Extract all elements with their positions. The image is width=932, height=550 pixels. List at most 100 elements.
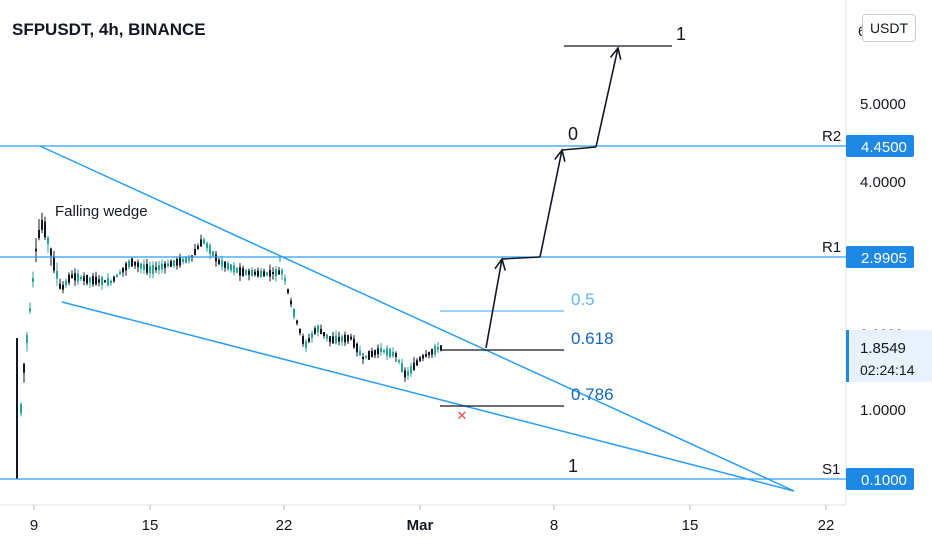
x-tick-label: 8 bbox=[550, 517, 558, 534]
candle-body bbox=[194, 249, 196, 255]
candle-body bbox=[320, 328, 322, 335]
candle-body bbox=[416, 360, 418, 366]
x-tick-label: 22 bbox=[276, 517, 293, 534]
candle-body bbox=[65, 280, 67, 286]
candle-body bbox=[29, 308, 31, 312]
candle-body bbox=[413, 362, 415, 371]
candle-body bbox=[167, 263, 169, 267]
candle-body bbox=[323, 332, 325, 336]
candle-body bbox=[173, 260, 175, 266]
candle-body bbox=[74, 273, 76, 281]
candle-body bbox=[230, 264, 232, 271]
candle-body bbox=[215, 254, 217, 262]
candle-body bbox=[440, 345, 442, 351]
current-price-countdown: 02:24:14 bbox=[860, 362, 915, 378]
price-label-bg bbox=[846, 468, 914, 490]
candle-body bbox=[284, 278, 286, 282]
wedge-lower-line bbox=[61, 301, 795, 492]
candle-body bbox=[311, 332, 313, 339]
candle-body bbox=[335, 335, 337, 344]
candle-body bbox=[305, 341, 307, 348]
arrow-head bbox=[609, 46, 622, 60]
candle-body bbox=[59, 283, 61, 289]
candle-body bbox=[41, 220, 43, 230]
candle-body bbox=[83, 276, 85, 281]
x-tick-label: 9 bbox=[30, 517, 38, 534]
candle-body bbox=[266, 272, 268, 275]
candle-body bbox=[122, 267, 124, 273]
candle-body bbox=[155, 267, 157, 270]
candle-body bbox=[332, 336, 334, 344]
x-tick-label: 15 bbox=[682, 517, 699, 534]
level-tag-r2: R2 bbox=[822, 128, 841, 145]
candle-body bbox=[50, 248, 52, 256]
candle-body bbox=[353, 338, 355, 348]
candle-body bbox=[134, 261, 136, 266]
candle-body bbox=[281, 269, 283, 275]
x-tick-label: 15 bbox=[142, 517, 159, 534]
candle-body bbox=[20, 403, 22, 414]
candle-body bbox=[251, 269, 253, 277]
candle-body bbox=[125, 263, 127, 271]
candle-body bbox=[428, 351, 430, 356]
candle-body bbox=[383, 349, 385, 353]
candle-body bbox=[209, 245, 211, 254]
candle-body bbox=[23, 363, 25, 373]
chart-annotations: R2 R1 S1 Falling wedge 0.5 0.618 0.786 1 0 1 ✕ bbox=[0, 24, 846, 492]
candle-body bbox=[236, 267, 238, 273]
price-label-bg bbox=[846, 135, 914, 157]
candle-body bbox=[242, 268, 244, 277]
candle-body bbox=[410, 366, 412, 374]
candle-body bbox=[170, 261, 172, 267]
y-tick-label: 4.0000 bbox=[860, 174, 906, 191]
candle-body bbox=[431, 349, 433, 355]
candle-body bbox=[380, 347, 382, 353]
candle-body bbox=[407, 371, 409, 376]
candle-body bbox=[80, 276, 82, 280]
candle-body bbox=[140, 263, 142, 269]
candle-body bbox=[89, 277, 91, 283]
candle-body bbox=[344, 334, 346, 343]
candle-body bbox=[392, 351, 394, 357]
candle-body bbox=[188, 256, 190, 261]
candle-body bbox=[38, 229, 40, 239]
candle-body bbox=[92, 276, 94, 285]
candle-body bbox=[422, 355, 424, 359]
candle-body bbox=[62, 284, 64, 290]
candle-body bbox=[95, 276, 97, 285]
candle-body bbox=[35, 248, 37, 252]
candle-body bbox=[401, 363, 403, 373]
candle-body bbox=[179, 257, 181, 266]
candle-body bbox=[26, 335, 28, 343]
candle-body bbox=[221, 260, 223, 267]
price-label-s1: 0.1000 bbox=[861, 472, 907, 489]
candle-body bbox=[68, 274, 70, 283]
candle-body bbox=[302, 336, 304, 344]
candle-body bbox=[368, 350, 370, 360]
candle-body bbox=[77, 273, 79, 282]
fib-level-label: 0.5 bbox=[571, 290, 595, 309]
path-segment bbox=[561, 146, 597, 151]
time-axis: 9 15 22 Mar 8 15 22 bbox=[30, 505, 834, 534]
candle-body bbox=[119, 271, 121, 275]
target-label-top: 1 bbox=[676, 24, 686, 44]
candle-body bbox=[245, 270, 247, 275]
y-tick-label: 5.0000 bbox=[860, 96, 906, 113]
candle-body bbox=[377, 348, 379, 355]
candle-body bbox=[299, 328, 301, 334]
candle-body bbox=[338, 336, 340, 342]
candle-body bbox=[371, 351, 373, 357]
price-axis: 5.00004.00001.000062.00004.45002.99050.1… bbox=[846, 23, 932, 490]
price-label-r2: 4.4500 bbox=[861, 139, 907, 156]
candle-body bbox=[206, 242, 208, 249]
candle-body bbox=[395, 353, 397, 357]
candle-body bbox=[329, 336, 331, 343]
candle-body bbox=[260, 270, 262, 278]
currency-unit-button[interactable]: USDT bbox=[862, 14, 916, 42]
candle-body bbox=[386, 348, 388, 356]
y-tick-label: 1.0000 bbox=[860, 402, 906, 419]
arrow-shaft bbox=[539, 149, 563, 258]
pattern-label: Falling wedge bbox=[55, 203, 148, 220]
arrow-shaft bbox=[485, 258, 503, 349]
